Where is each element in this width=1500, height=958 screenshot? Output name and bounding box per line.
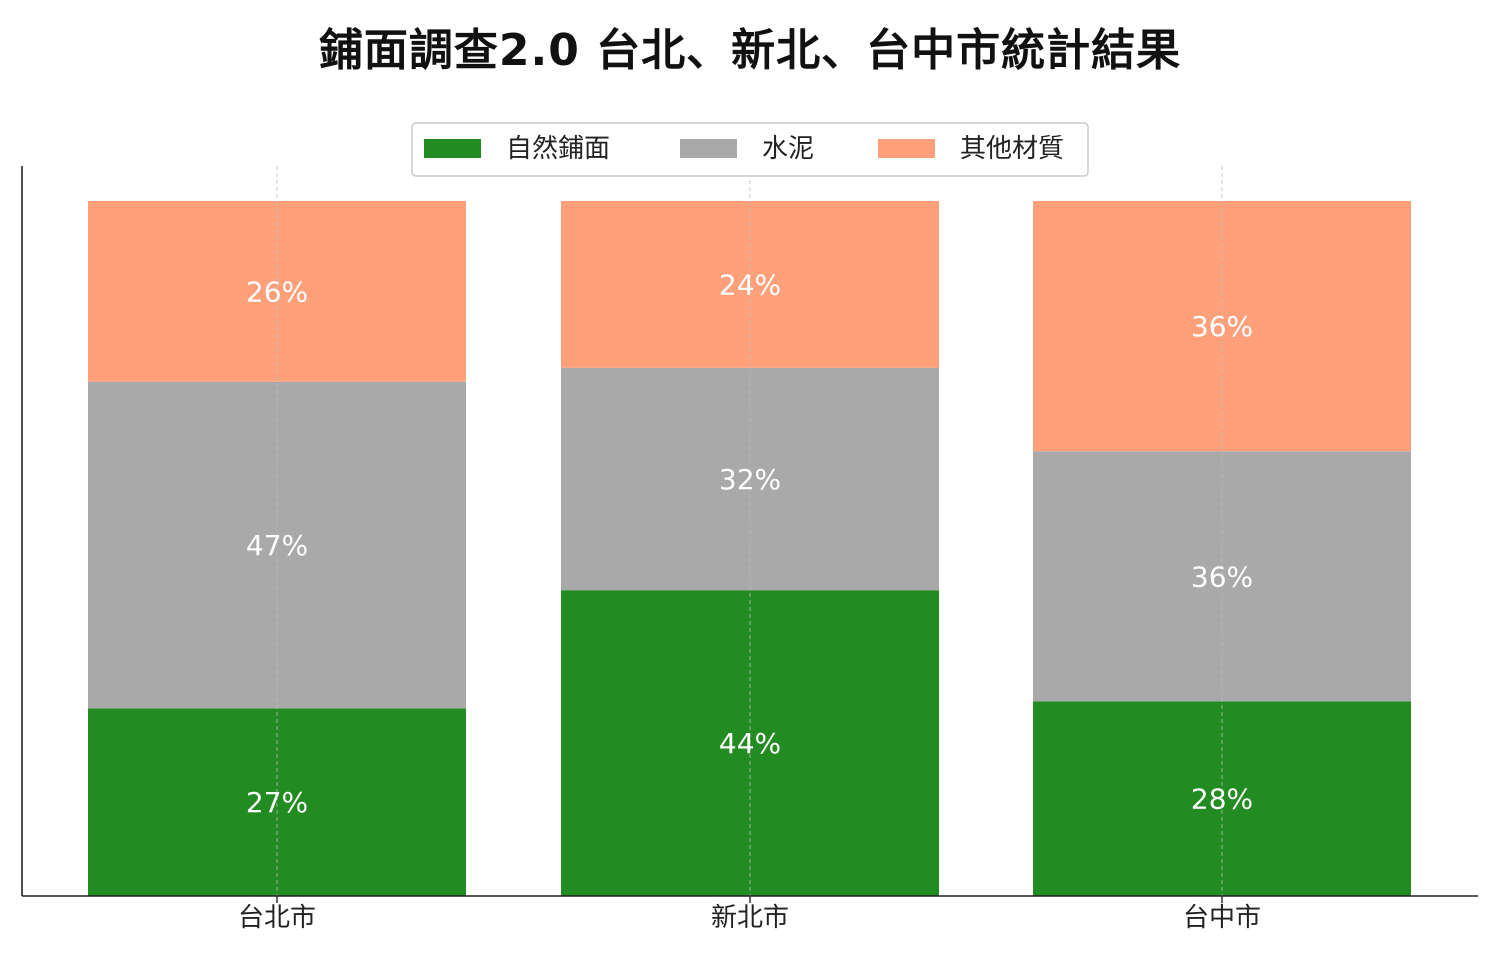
data-label-3-3: 36%: [1191, 310, 1253, 343]
data-label-1-1: 27%: [246, 786, 308, 819]
x-tick-label-1: 台北市: [238, 903, 316, 933]
grid-overlay-layer: [276, 166, 1223, 896]
data-label-2-3: 24%: [719, 268, 781, 301]
bar-1-series-1: [88, 708, 466, 896]
legend-swatch-3: [878, 139, 935, 158]
data-label-2-2: 32%: [719, 463, 781, 496]
x-tick-labels-layer: 台北市 新北市 台中市: [238, 896, 1261, 933]
data-label-1-2: 47%: [246, 529, 308, 562]
bar-3-series-3: [1033, 201, 1411, 452]
legend: 自然鋪面 水泥 其他材質: [411, 122, 1089, 177]
data-label-2-1: 44%: [719, 727, 781, 760]
legend-swatch-2: [680, 139, 737, 158]
x-tick-label-3: 台中市: [1183, 903, 1261, 933]
legend-label-1: 自然鋪面: [506, 134, 610, 164]
chart-title: 鋪面調查2.0 台北、新北、台中市統計結果: [318, 25, 1182, 76]
data-label-3-2: 36%: [1191, 560, 1253, 593]
legend-label-2: 水泥: [762, 134, 814, 164]
x-tick-label-2: 新北市: [711, 903, 789, 933]
data-label-1-3: 26%: [246, 275, 308, 308]
data-label-3-1: 28%: [1191, 783, 1253, 816]
bar-2-series-3: [561, 201, 939, 368]
legend-label-3: 其他材質: [960, 134, 1064, 164]
legend-swatch-1: [424, 139, 481, 158]
legend-frame: [411, 122, 1089, 177]
data-labels-layer: 27% 47% 26% 44% 32% 24% 28% 36% 36%: [246, 268, 1253, 819]
